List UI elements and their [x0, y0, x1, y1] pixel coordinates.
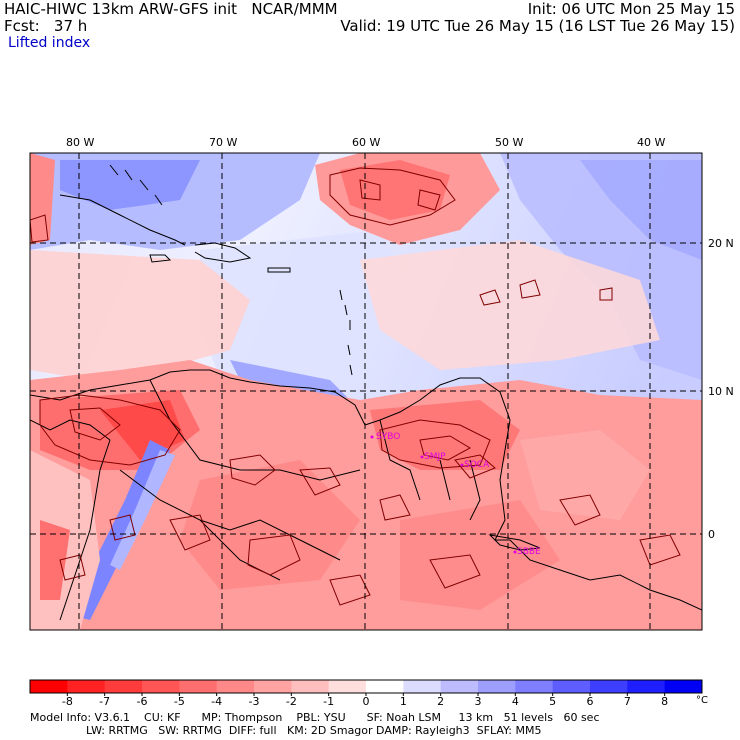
contour-lines: [30, 167, 681, 606]
model-info-line-2: LW: RRTMG SW: RRTMG DIFF: full KM: 2D Sm…: [30, 724, 542, 737]
station-dot: [513, 550, 517, 554]
colorbar-label: -1: [323, 695, 335, 708]
colorbar-swatch: [478, 680, 516, 693]
colorbar-swatch: [67, 680, 106, 693]
colorbar-swatch: [179, 680, 218, 693]
colorbar-label: 4: [511, 695, 519, 708]
station-markers: [370, 435, 517, 554]
coastlines: [30, 164, 702, 621]
colorbar-swatch: [664, 680, 703, 693]
field-name: Lifted index: [8, 35, 91, 51]
colorbar-label: 0: [362, 695, 370, 708]
model-info-line-1: Model Info: V3.6.1 CU: KF MP: Thompson P…: [30, 711, 600, 724]
lon-tick-label: 50 W: [495, 136, 524, 149]
colorbar-unit: °C: [696, 695, 708, 706]
valid-time: Valid: 19 UTC Tue 26 May 15 (16 LST Tue …: [340, 17, 735, 35]
forecast-hour: Fcst: 37 h: [4, 17, 88, 35]
lat-tick-label: 0: [708, 528, 715, 541]
colorbar-swatch: [552, 680, 591, 693]
colorbar-swatch: [515, 680, 554, 693]
colorbar: [29, 679, 703, 696]
lon-tick-label: 70 W: [209, 136, 238, 149]
lat-tick-label: 20 N: [708, 237, 734, 250]
colorbar-swatch: [627, 680, 666, 693]
colorbar-swatch: [216, 680, 255, 693]
station-label: SOCA: [464, 460, 490, 470]
colorbar-swatch: [366, 680, 404, 693]
init-time: Init: 06 UTC Mon 25 May 15: [527, 0, 735, 18]
lon-tick-label: 80 W: [66, 136, 95, 149]
shaded-field: [30, 153, 702, 630]
graticule: [30, 153, 702, 630]
colorbar-swatch: [30, 680, 68, 693]
map-frame: [29, 152, 703, 631]
colorbar-label: 8: [661, 695, 669, 708]
colorbar-label: -5: [173, 695, 185, 708]
colorbar-swatch: [291, 680, 330, 693]
station-dot: [370, 435, 374, 439]
colorbar-label: -6: [136, 695, 148, 708]
colorbar-label: -7: [99, 695, 111, 708]
colorbar-swatch: [440, 680, 479, 693]
colorbar-label: 3: [474, 695, 482, 708]
colorbar-label: -8: [61, 695, 73, 708]
colorbar-label: 5: [549, 695, 557, 708]
colorbar-swatch: [590, 680, 628, 693]
colorbar-label: 2: [437, 695, 445, 708]
colorbar-label: -2: [285, 695, 297, 708]
station-label: SMJP: [424, 452, 446, 462]
colorbar-label: 1: [399, 695, 407, 708]
colorbar-swatch: [403, 680, 442, 693]
station-label: SBBE: [517, 547, 541, 557]
lat-tick-label: 10 N: [708, 385, 734, 398]
colorbar-swatch: [104, 680, 143, 693]
colorbar-label: 6: [586, 695, 594, 708]
station-label: SYBO: [376, 432, 401, 442]
station-dot: [420, 455, 424, 459]
colorbar-label: 7: [623, 695, 631, 708]
colorbar-swatch: [328, 680, 367, 693]
model-title: HAIC-HIWC 13km ARW-GFS init NCAR/MMM: [4, 0, 338, 18]
colorbar-swatch: [254, 680, 292, 693]
station-dot: [460, 463, 464, 467]
lon-tick-label: 40 W: [637, 136, 666, 149]
colorbar-label: -4: [211, 695, 223, 708]
colorbar-swatch: [142, 680, 180, 693]
colorbar-label: -3: [248, 695, 260, 708]
lon-tick-label: 60 W: [352, 136, 381, 149]
